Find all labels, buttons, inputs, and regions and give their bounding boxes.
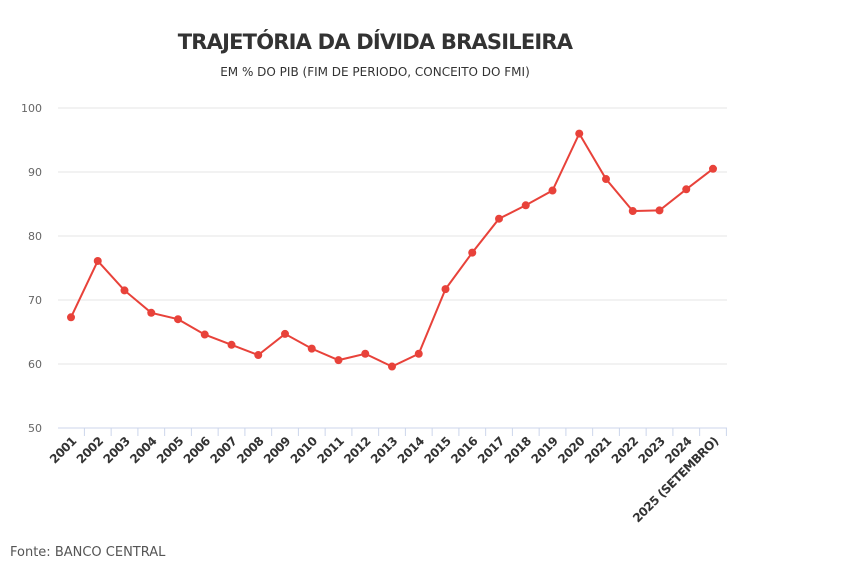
data-point <box>200 330 209 339</box>
x-tick-label: 2007 <box>208 434 240 466</box>
x-tick-label: 2014 <box>395 434 427 466</box>
data-point <box>468 248 477 257</box>
y-tick-label: 80 <box>28 230 42 243</box>
data-point <box>307 344 316 353</box>
data-point <box>628 207 637 216</box>
x-tick-label: 2013 <box>368 434 400 466</box>
data-point <box>655 206 664 215</box>
data-point <box>602 175 610 184</box>
data-point <box>709 164 717 173</box>
data-point <box>682 185 691 194</box>
data-point <box>495 214 503 223</box>
data-point <box>388 362 396 371</box>
x-tick-label: 2018 <box>502 434 534 466</box>
x-tick-label: 2004 <box>127 434 159 466</box>
chart-title: TRAJETÓRIA DA DÍVIDA BRASILEIRA <box>177 30 573 54</box>
y-tick-label: 100 <box>21 102 42 115</box>
x-tick-label: 2019 <box>529 434 561 466</box>
x-tick-label: 2001 <box>47 434 79 466</box>
y-tick-label: 50 <box>28 422 42 435</box>
data-point <box>227 340 236 349</box>
x-tick-label: 2020 <box>555 434 587 466</box>
x-tick-label: 2010 <box>288 434 320 466</box>
x-tick-label: 2009 <box>261 434 293 466</box>
x-tick-label: 2012 <box>341 434 373 466</box>
x-tick-label: 2021 <box>582 434 614 466</box>
x-tick-label: 2011 <box>315 434 347 466</box>
y-tick-label: 90 <box>28 166 42 179</box>
series-line <box>70 131 714 368</box>
data-point <box>281 329 289 338</box>
x-tick-label: 2006 <box>181 434 213 466</box>
data-point <box>254 351 263 360</box>
data-point <box>174 315 182 324</box>
x-tick-label: 2023 <box>636 434 668 466</box>
data-point <box>67 313 75 322</box>
data-point <box>334 356 343 365</box>
chart-subtitle: EM % DO PIB (FIM DE PERIODO, CONCEITO DO… <box>220 65 530 79</box>
data-point <box>521 201 530 210</box>
source-note: Fonte: BANCO CENTRAL <box>10 545 166 560</box>
x-tick-label: 2016 <box>448 434 480 466</box>
data-point <box>414 349 423 358</box>
data-point <box>575 129 584 138</box>
x-tick-label: 2022 <box>609 434 641 466</box>
x-tick-label: 2005 <box>154 434 186 466</box>
x-tick-label: 2008 <box>234 434 266 466</box>
y-tick-label: 70 <box>28 294 42 307</box>
data-point <box>548 186 557 195</box>
y-tick-label: 60 <box>28 358 42 371</box>
x-tick-label: 2015 <box>422 434 454 466</box>
data-point <box>361 349 370 358</box>
data-point <box>120 286 129 295</box>
data-point <box>147 308 156 317</box>
x-tick-label: 2002 <box>74 434 106 466</box>
data-point <box>441 285 450 294</box>
x-tick-label: 2003 <box>101 434 133 466</box>
data-point <box>93 256 102 265</box>
x-tick-label: 2017 <box>475 434 507 466</box>
